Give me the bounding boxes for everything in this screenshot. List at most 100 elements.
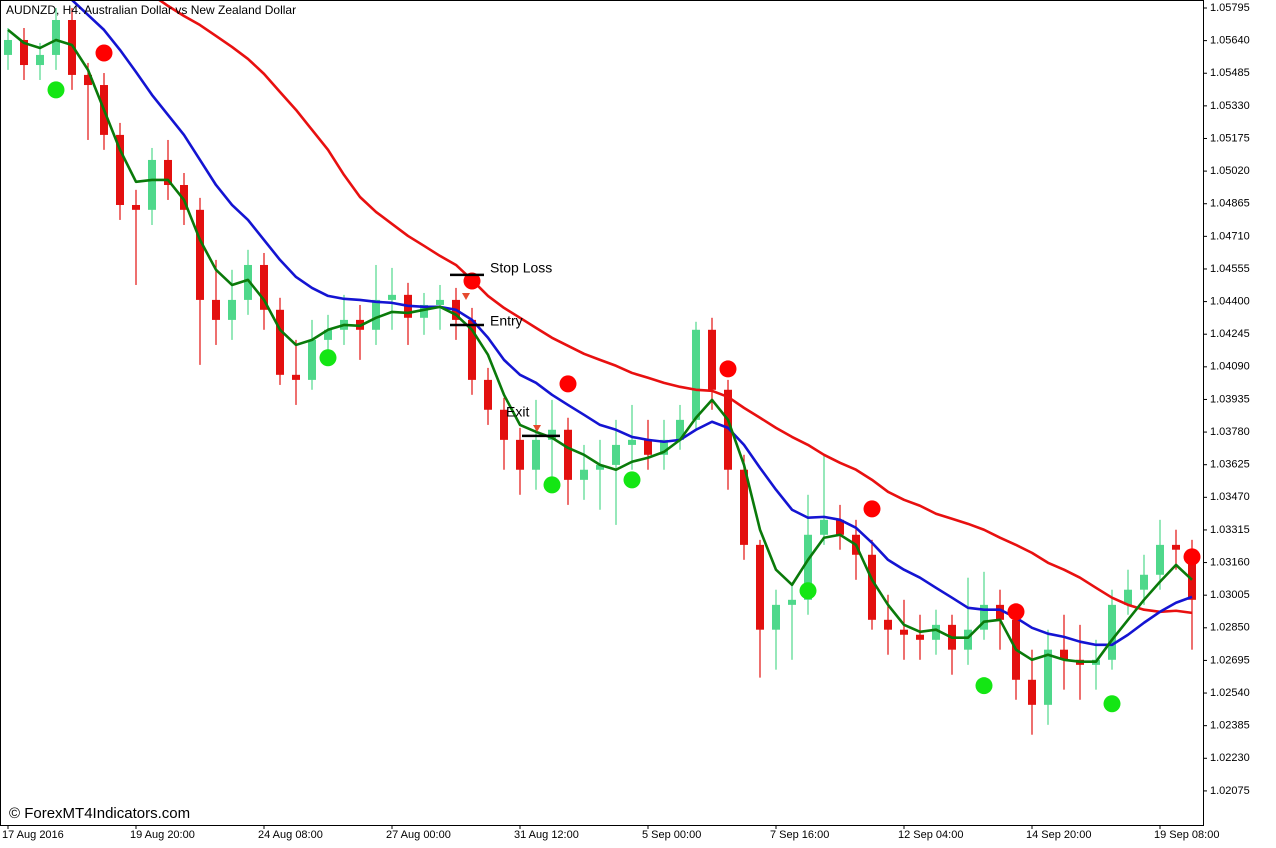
- candle-body: [628, 439, 636, 445]
- candle-body: [676, 419, 684, 440]
- signal-dot: [719, 360, 737, 378]
- x-tick-label: 31 Aug 12:00: [514, 829, 579, 841]
- y-tick-label: 1.05330: [1210, 100, 1250, 112]
- candle-body: [708, 329, 716, 390]
- candle-body: [692, 329, 700, 420]
- candle-body: [164, 159, 172, 185]
- candle-body: [132, 204, 140, 210]
- candle-body: [36, 54, 44, 66]
- plot-frame: [0, 0, 1204, 826]
- signal-dot: [623, 471, 641, 489]
- y-tick-label: 1.04865: [1210, 198, 1250, 210]
- candle-body: [372, 299, 380, 330]
- signal-dot: [559, 375, 577, 393]
- x-tick-label: 12 Sep 04:00: [898, 829, 963, 841]
- candle-body: [436, 299, 444, 305]
- y-tick-label: 1.05175: [1210, 132, 1250, 144]
- candle-body: [916, 634, 924, 640]
- candle-body: [836, 519, 844, 535]
- x-tick-label: 19 Aug 20:00: [130, 829, 195, 841]
- candle-body: [516, 439, 524, 470]
- y-tick-label: 1.02850: [1210, 622, 1250, 634]
- candle-body: [196, 209, 204, 300]
- candle-body: [788, 599, 796, 605]
- x-tick-label: 24 Aug 08:00: [258, 829, 323, 841]
- candle-body: [308, 339, 316, 380]
- candle-body: [1156, 544, 1164, 575]
- candle-body: [804, 534, 812, 600]
- y-tick-label: 1.03005: [1210, 589, 1250, 601]
- candle-body: [420, 304, 428, 318]
- trade-level-label: Entry: [490, 313, 523, 329]
- candle-body: [1124, 589, 1132, 605]
- x-tick-label: 7 Sep 16:00: [770, 829, 829, 841]
- chart-title: AUDNZD, H4: Australian Dollar vs New Zea…: [6, 3, 296, 17]
- candle-body: [228, 299, 236, 320]
- signal-dot: [95, 44, 113, 62]
- candle-body: [4, 39, 12, 55]
- candle-body: [820, 519, 828, 535]
- trade-level-label: Exit: [506, 404, 529, 420]
- sell-arrow: [462, 293, 470, 300]
- candle-body: [260, 264, 268, 310]
- candle-body: [1108, 604, 1116, 660]
- y-tick-label: 1.05485: [1210, 67, 1250, 79]
- signal-dot: [1183, 548, 1201, 566]
- candle-body: [68, 19, 76, 75]
- candle-body: [1060, 649, 1068, 660]
- watermark: © ForexMT4Indicators.com: [9, 805, 190, 822]
- candle-body: [532, 439, 540, 470]
- y-tick-label: 1.03935: [1210, 393, 1250, 405]
- y-tick-label: 1.04710: [1210, 230, 1250, 242]
- y-tick-label: 1.05020: [1210, 165, 1250, 177]
- candle-body: [148, 159, 156, 210]
- candle-body: [212, 299, 220, 320]
- candle-body: [388, 294, 396, 300]
- y-tick-label: 1.02075: [1210, 785, 1250, 797]
- candle-body: [244, 264, 252, 300]
- y-tick-label: 1.03160: [1210, 556, 1250, 568]
- candle-body: [20, 39, 28, 66]
- candle-body: [740, 469, 748, 545]
- candle-body: [324, 329, 332, 340]
- candle-body: [612, 444, 620, 465]
- candle-body: [660, 439, 668, 455]
- y-tick-label: 1.02695: [1210, 654, 1250, 666]
- moving-average: [71, 1, 1193, 647]
- signal-dot: [975, 677, 993, 695]
- x-tick-label: 19 Sep 08:00: [1154, 829, 1219, 841]
- candle-body: [868, 554, 876, 620]
- signal-dot: [1103, 695, 1121, 713]
- exit-arrow: [533, 425, 541, 432]
- candle-body: [996, 604, 1004, 620]
- candle-body: [1188, 549, 1196, 600]
- candle-body: [1028, 679, 1036, 705]
- candle-body: [932, 624, 940, 640]
- candle-body: [468, 319, 476, 380]
- x-tick-label: 27 Aug 00:00: [386, 829, 451, 841]
- signal-dot: [863, 500, 881, 518]
- candle-body: [180, 184, 188, 210]
- signal-dot: [799, 582, 817, 600]
- signal-dot: [319, 349, 337, 367]
- candle-body: [52, 19, 60, 55]
- signal-dot: [543, 476, 561, 494]
- moving-average: [158, 1, 1193, 615]
- signal-dot: [463, 272, 481, 290]
- candle-body: [116, 134, 124, 205]
- y-tick-label: 1.03780: [1210, 426, 1250, 438]
- x-tick-label: 14 Sep 20:00: [1026, 829, 1091, 841]
- candle-body: [276, 309, 284, 375]
- y-tick-label: 1.02540: [1210, 687, 1250, 699]
- y-tick-label: 1.04400: [1210, 295, 1250, 307]
- candle-body: [1140, 574, 1148, 590]
- y-tick-label: 1.05640: [1210, 35, 1250, 47]
- y-tick-label: 1.03625: [1210, 459, 1250, 471]
- y-tick-label: 1.02385: [1210, 720, 1250, 732]
- candle-body: [564, 429, 572, 480]
- candle-body: [964, 629, 972, 650]
- candle-body: [644, 439, 652, 455]
- x-tick-label: 17 Aug 2016: [2, 829, 64, 841]
